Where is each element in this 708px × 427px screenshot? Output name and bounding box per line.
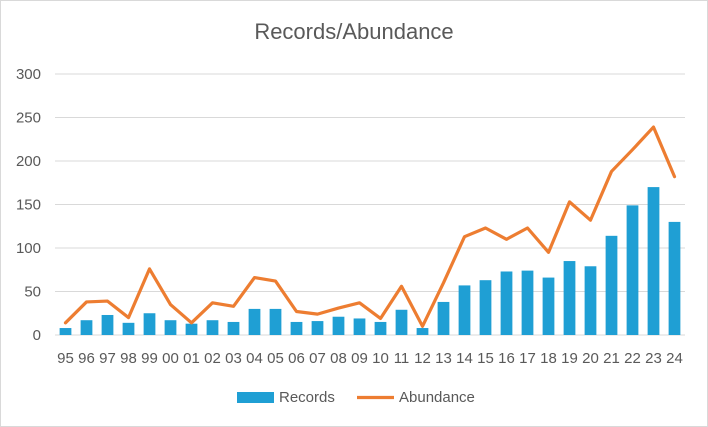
legend-label-abundance: Abundance — [399, 389, 475, 406]
x-tick-label-08: 08 — [330, 350, 347, 367]
records-bar-18 — [542, 277, 555, 335]
x-tick-label-17: 17 — [519, 350, 536, 367]
x-tick-label-97: 97 — [99, 350, 116, 367]
records-bar-09 — [353, 318, 366, 335]
records-bar-15 — [479, 280, 492, 335]
x-tick-label-99: 99 — [141, 350, 158, 367]
abundance-line-path — [63, 125, 677, 328]
y-tick-label-0: 0 — [33, 327, 41, 344]
x-tick-label-02: 02 — [204, 350, 221, 367]
gridlines — [55, 73, 685, 336]
records-bar-14 — [458, 285, 471, 335]
records-bar-02 — [206, 320, 219, 335]
x-tick-label-21: 21 — [603, 350, 620, 367]
legend: Records Abundance — [237, 389, 475, 406]
records-bar-24 — [668, 221, 681, 335]
records-bars — [59, 187, 681, 335]
y-tick-label-300: 300 — [16, 66, 41, 83]
records-bar-12 — [416, 328, 429, 335]
records-bar-99 — [143, 313, 156, 335]
records-bar-95 — [59, 328, 72, 335]
x-tick-label-20: 20 — [582, 350, 599, 367]
y-tick-label-100: 100 — [16, 240, 41, 257]
x-tick-label-03: 03 — [225, 350, 242, 367]
x-tick-label-04: 04 — [246, 350, 263, 367]
x-tick-label-07: 07 — [309, 350, 326, 367]
records-bar-19 — [563, 261, 576, 335]
y-tick-label-50: 50 — [24, 284, 41, 301]
y-tick-label-200: 200 — [16, 153, 41, 170]
x-tick-label-24: 24 — [666, 350, 683, 367]
x-tick-label-00: 00 — [162, 350, 179, 367]
x-tick-label-96: 96 — [78, 350, 95, 367]
x-tick-label-01: 01 — [183, 350, 200, 367]
x-tick-label-18: 18 — [540, 350, 557, 367]
records-bar-22 — [626, 205, 639, 335]
records-bar-20 — [584, 266, 597, 335]
y-tick-label-150: 150 — [16, 197, 41, 214]
records-bar-03 — [227, 321, 240, 335]
x-tick-label-16: 16 — [498, 350, 515, 367]
x-axis-ticks: 95 96 97 98 99 00 01 02 03 04 05 06 07 08 09 10 11 12 13 14… — [57, 350, 683, 367]
y-axis-ticks: 0 50 100 150 200 250 300 — [16, 66, 41, 344]
x-tick-label-22: 22 — [624, 350, 641, 367]
records-bar-21 — [605, 235, 618, 335]
x-tick-label-12: 12 — [414, 350, 431, 367]
records-bar-10 — [374, 321, 387, 335]
records-bar-01 — [185, 323, 198, 335]
x-tick-label-05: 05 — [267, 350, 284, 367]
records-bar-04 — [248, 308, 261, 335]
x-tick-label-10: 10 — [372, 350, 389, 367]
records-bar-05 — [269, 308, 282, 335]
records-bar-96 — [80, 320, 93, 335]
records-bar-97 — [101, 314, 114, 335]
x-tick-label-13: 13 — [435, 350, 452, 367]
x-tick-label-11: 11 — [394, 350, 410, 367]
records-bar-08 — [332, 316, 345, 335]
records-bar-16 — [500, 271, 513, 335]
x-tick-label-98: 98 — [120, 350, 137, 367]
chart-title: Records/Abundance — [254, 19, 454, 44]
records-bar-98 — [122, 322, 135, 335]
records-bar-06 — [290, 321, 303, 335]
abundance-line — [63, 125, 677, 328]
records-bar-00 — [164, 320, 177, 335]
x-tick-label-14: 14 — [456, 350, 473, 367]
records-bar-07 — [311, 321, 324, 335]
x-tick-label-15: 15 — [477, 350, 494, 367]
legend-label-records: Records — [279, 389, 335, 406]
x-tick-label-19: 19 — [561, 350, 578, 367]
records-bar-23 — [647, 187, 660, 335]
x-tick-label-23: 23 — [645, 350, 662, 367]
records-bar-13 — [437, 301, 450, 335]
y-tick-label-250: 250 — [16, 110, 41, 127]
records-bar-17 — [521, 270, 534, 335]
x-tick-label-09: 09 — [351, 350, 368, 367]
records-bar-11 — [395, 309, 408, 335]
legend-swatch-records — [237, 392, 274, 403]
x-tick-label-06: 06 — [288, 350, 305, 367]
x-tick-label-95: 95 — [57, 350, 74, 367]
